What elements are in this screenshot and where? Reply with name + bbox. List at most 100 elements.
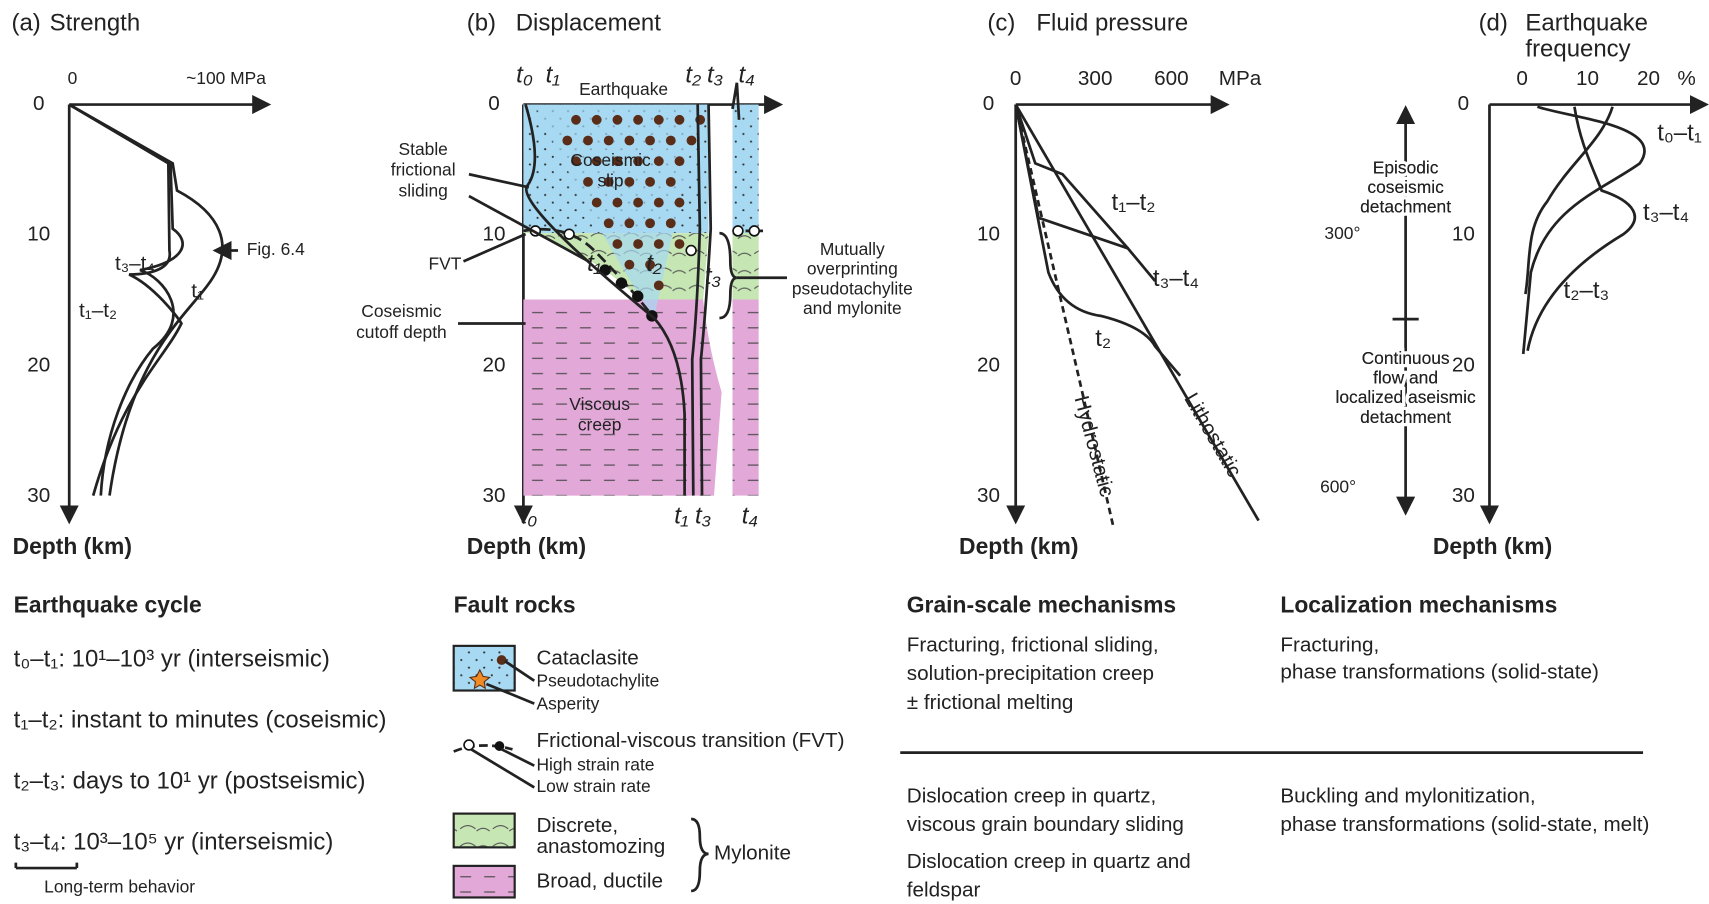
curve-label: t₂ (1095, 325, 1111, 352)
pseudotachylite-dot (624, 136, 634, 146)
pseudotachylite-dot (666, 218, 676, 228)
strain-marker (686, 246, 696, 256)
annotation: Coseismic (570, 150, 651, 170)
pseudotachylite-dot (654, 115, 664, 125)
annotation: and mylonite (803, 298, 902, 318)
mechanism-text: viscous grain boundary sliding (907, 813, 1184, 836)
section-title: Grain-scale mechanisms (907, 592, 1176, 618)
y-axis-title: Depth (km) (959, 533, 1078, 559)
annotation: Stable (399, 139, 448, 159)
pseudotachylite-dot (624, 177, 634, 187)
temperature-label: 300° (1324, 223, 1360, 243)
pseudotachylite-dot (654, 156, 664, 166)
time-label: t₃ (695, 503, 711, 530)
legend-label: High strain rate (536, 754, 654, 774)
pseudotachylite-dot (666, 136, 676, 146)
temperature-label: 600° (1320, 477, 1356, 497)
pseudotachylite-dot (583, 177, 593, 187)
pseudotachylite-dot (633, 198, 643, 208)
curve-label: t₁ (191, 279, 204, 302)
annotation: Coseismic (361, 301, 442, 321)
pseudotachylite-dot (645, 136, 655, 146)
x-tick-label: MPa (1219, 67, 1262, 90)
cycle-row: t₀–t₁: 10¹–10³ yr (interseismic) (14, 645, 330, 672)
legend-label: Mylonite (714, 841, 791, 864)
pseudotachylite-dot (604, 218, 614, 228)
cycle-row: t₃–t₄: 10³–10⁵ yr (interseismic) (14, 828, 334, 855)
legend-label: Asperity (536, 693, 599, 713)
line-label: Hydrostatic (1070, 393, 1119, 499)
reference-label: Fig. 6.4 (247, 239, 305, 259)
strain-marker (733, 226, 743, 236)
pseudotachylite-dot (562, 136, 572, 146)
x-tick-label: ~100 MPa (186, 68, 266, 88)
frequency-curve (1525, 107, 1612, 294)
section-title: Localization mechanisms (1280, 592, 1557, 618)
curve-label: t₁–t₂ (79, 299, 117, 322)
regime-label: detachment (1360, 407, 1451, 427)
y-tick-label: 0 (33, 92, 45, 115)
time-label: t₂ (685, 62, 701, 89)
strip-pink (733, 300, 759, 496)
annotation: cutoff depth (356, 322, 447, 342)
y-tick-label: 30 (482, 484, 505, 507)
annotation: overprinting (807, 259, 898, 279)
curve-label: t₃–t₄ (115, 252, 155, 275)
time-label: t₃ (707, 62, 723, 89)
panel-label: (d) (1479, 9, 1508, 36)
curve-label: t₁–t₂ (1112, 189, 1156, 216)
time-label: t₀ (516, 62, 533, 89)
y-tick-label: 30 (27, 484, 50, 507)
pseudotachylite-dot (675, 239, 685, 249)
time-label: t₂ (646, 250, 662, 277)
pseudotachylite-dot (604, 136, 614, 146)
strain-marker (633, 291, 643, 301)
regime-label: flow and (1373, 368, 1438, 388)
mechanism-text: Fracturing, (1280, 633, 1379, 656)
pseudotachylite-dot (645, 177, 655, 187)
mechanism-text: phase transformations (solid-state) (1280, 661, 1599, 684)
legend-broad (454, 866, 515, 898)
y-tick-label: 30 (977, 484, 1000, 507)
legend-label: Discrete, (536, 814, 618, 837)
strain-marker (464, 740, 474, 750)
time-label: t₁ (546, 62, 560, 89)
mechanism-text: feldspar (907, 878, 981, 901)
x-tick-label: 300 (1078, 67, 1113, 90)
x-tick-label: 10 (1576, 67, 1599, 90)
legend-discrete (454, 814, 515, 848)
y-tick-label: 20 (27, 353, 50, 376)
legend-label: anastomozing (536, 835, 665, 858)
pseudotachylite-dot (613, 239, 623, 249)
strip-blue (733, 105, 759, 234)
x-tick-label: % (1677, 67, 1695, 90)
annotation: Viscous (569, 394, 630, 414)
pseudotachylite-dot (675, 198, 685, 208)
mechanism-text: solution-precipitation creep (907, 662, 1154, 685)
regime-label: detachment (1360, 197, 1451, 217)
annotation: FVT (429, 253, 462, 273)
time-label: t₃ (705, 263, 721, 290)
mechanism-text: ± frictional melting (907, 691, 1074, 714)
mechanism-text: Dislocation creep in quartz and (907, 850, 1191, 873)
x-tick-label: 20 (1637, 67, 1660, 90)
y-axis-title: Depth (km) (467, 533, 586, 559)
panel-label: (c) (987, 9, 1015, 36)
leader (471, 749, 534, 787)
annotation: frictional (391, 160, 456, 180)
x-tick-label: 0 (1010, 67, 1022, 90)
pseudotachylite-dot (654, 198, 664, 208)
mechanism-text: Dislocation creep in quartz, (907, 785, 1157, 808)
pseudotachylite-dot (675, 115, 685, 125)
curve-label: t₃–t₄ (1643, 199, 1689, 226)
regime-label: Episodic (1373, 157, 1439, 177)
annotation: Mutually (820, 239, 885, 259)
strain-marker (749, 226, 759, 236)
time-label: t₁ (587, 250, 601, 277)
pseudotachylite-dot (592, 198, 602, 208)
pseudotachylite-dot (675, 156, 685, 166)
pseudotachylite-dot (624, 260, 634, 270)
frequency-curve (1528, 107, 1635, 351)
y-axis-title: Depth (km) (13, 533, 132, 559)
annotation: creep (578, 414, 622, 434)
